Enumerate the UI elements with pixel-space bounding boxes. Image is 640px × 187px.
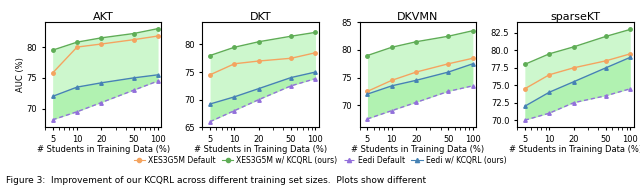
X-axis label: # Students in Training Data (%): # Students in Training Data (%) (36, 145, 170, 154)
Text: Figure 3:  Improvement of our KCQRL across different training set sizes.  Plots : Figure 3: Improvement of our KCQRL acros… (6, 176, 426, 185)
Title: sparseKT: sparseKT (550, 12, 600, 22)
Title: DKVMN: DKVMN (397, 12, 438, 22)
X-axis label: # Students in Training Data (%): # Students in Training Data (%) (509, 145, 640, 154)
Legend: XES3G5M Default, XES3G5M w/ KCQRL (ours), Eedi Default, Eedi w/ KCQRL (ours): XES3G5M Default, XES3G5M w/ KCQRL (ours)… (131, 153, 509, 168)
X-axis label: # Students in Training Data (%): # Students in Training Data (%) (351, 145, 484, 154)
Title: DKT: DKT (250, 12, 271, 22)
Title: AKT: AKT (93, 12, 113, 22)
X-axis label: # Students in Training Data (%): # Students in Training Data (%) (194, 145, 327, 154)
Y-axis label: AUC (%): AUC (%) (16, 57, 25, 92)
